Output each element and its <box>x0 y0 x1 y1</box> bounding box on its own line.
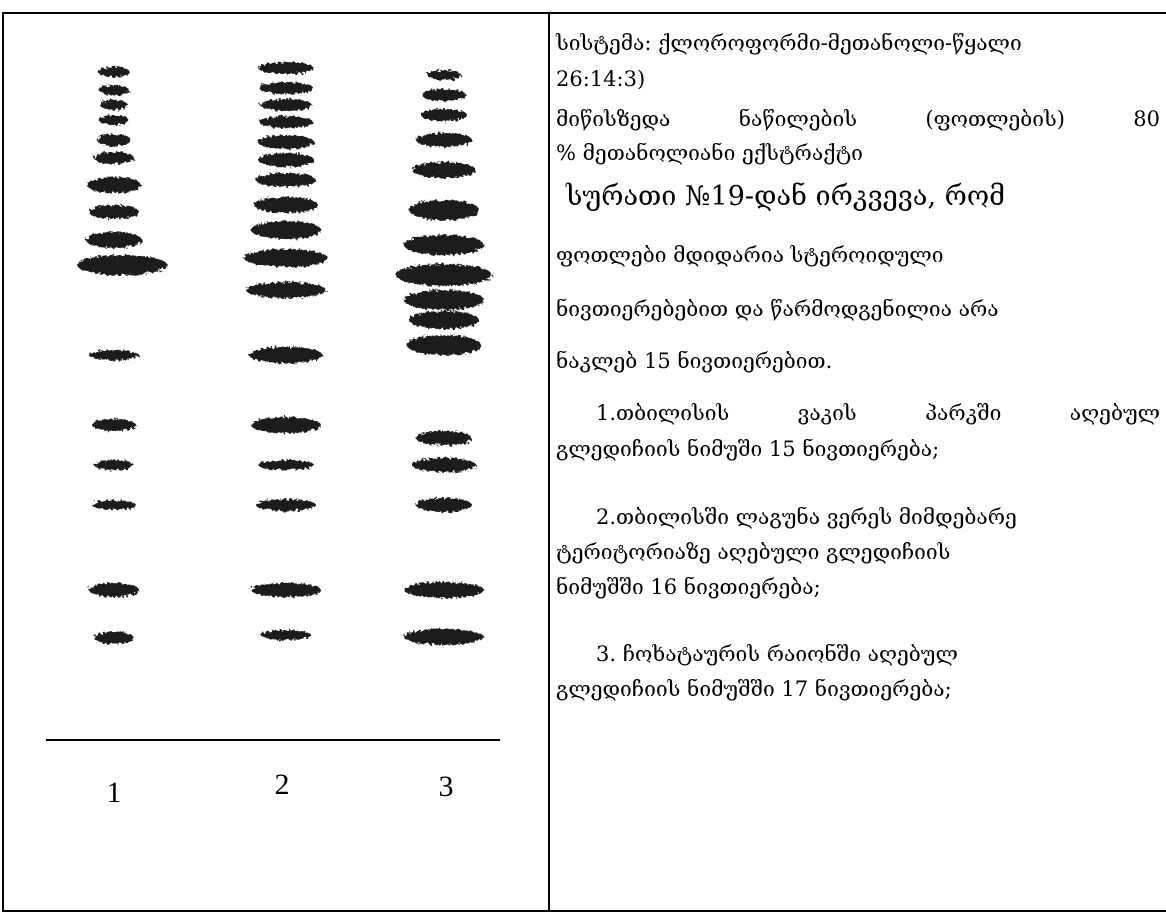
spot <box>256 499 316 511</box>
spot <box>416 498 472 512</box>
lane-label: 3 <box>439 770 454 803</box>
text-line: გლედიჩიის ნიმუშში 17 ნივთიერება; <box>556 674 1160 704</box>
spot <box>251 583 321 597</box>
text-line: 2.თბილისში ლაგუნა ვერეს მიმდებარე <box>596 502 1166 532</box>
spot <box>98 67 130 77</box>
spot <box>409 200 479 220</box>
spot <box>409 311 479 329</box>
spot <box>249 347 323 363</box>
text-line: მიწისზედა ნაწილების (ფოთლების) 80 <box>556 104 1160 134</box>
spot <box>246 282 326 298</box>
text-line: % მეთანოლიანი ექსტრაქტი <box>556 138 1160 168</box>
text-line: 1.თბილისის ვაკის პარკში აღებულ <box>596 398 1160 428</box>
cell-divider <box>548 12 550 912</box>
spot <box>99 85 129 95</box>
tlc-plate: 1 2 3 <box>4 14 544 890</box>
spot <box>87 177 141 193</box>
spot <box>404 235 484 255</box>
text-line: 3. ჩოხატაურის რაიონში აღებულ <box>596 639 1166 669</box>
spot <box>251 417 321 433</box>
spot <box>407 335 481 355</box>
spot <box>89 205 139 219</box>
spot <box>97 134 131 146</box>
text-line: ფოთლები მდიდარია სტეროიდული <box>556 240 1160 270</box>
spot <box>260 99 312 111</box>
spot <box>416 431 472 445</box>
spot <box>244 249 328 267</box>
spot <box>94 152 134 164</box>
spot <box>77 255 167 275</box>
spot <box>259 82 313 94</box>
spot <box>100 100 128 110</box>
spot <box>89 350 139 360</box>
page: 1 2 3 სისტემა: ქლოროფორმი-მეთანოლი-წყალი… <box>0 0 1166 892</box>
spot <box>254 197 318 213</box>
text-line: ნიმუშში 16 ნივთიერება; <box>556 572 1160 602</box>
spot <box>396 264 492 286</box>
spot <box>421 109 467 121</box>
spot <box>251 221 321 239</box>
spot <box>427 70 461 80</box>
text-line: სურათი №19-დან ირკვევა, რომ <box>566 182 1166 212</box>
spot <box>422 89 466 101</box>
spot <box>261 630 311 640</box>
spot <box>99 115 129 125</box>
spot <box>416 133 472 147</box>
lane-label: 2 <box>275 768 290 801</box>
spot <box>259 116 313 128</box>
spot <box>256 173 316 187</box>
spot <box>404 629 484 645</box>
spot <box>404 582 484 598</box>
spot <box>92 500 136 510</box>
spot <box>412 162 476 178</box>
spot <box>94 632 134 644</box>
spot <box>258 135 314 149</box>
spot <box>412 458 476 472</box>
text-line: ნაკლებ 15 ნივთიერებით. <box>556 346 1160 376</box>
spots <box>77 62 492 645</box>
text-line: ტერიტორიაზე აღებული გლედიჩიის <box>556 537 1160 567</box>
lane-label: 1 <box>107 776 122 809</box>
spot <box>404 290 484 310</box>
spot <box>258 153 314 167</box>
text-line: 26:14:3) <box>556 64 1160 94</box>
text-line: გლედიჩიის ნიმუში 15 ნივთიერება; <box>556 434 1160 464</box>
spot <box>258 62 314 74</box>
spot <box>94 460 134 470</box>
text-line: სისტემა: ქლოროფორმი-მეთანოლი-წყალი <box>556 28 1160 58</box>
text-line: ნივთიერებებით და წარმოდგენილია არა <box>556 294 1160 324</box>
spot <box>86 232 142 248</box>
spot <box>92 419 136 431</box>
spot <box>89 583 139 597</box>
spot <box>258 460 314 470</box>
